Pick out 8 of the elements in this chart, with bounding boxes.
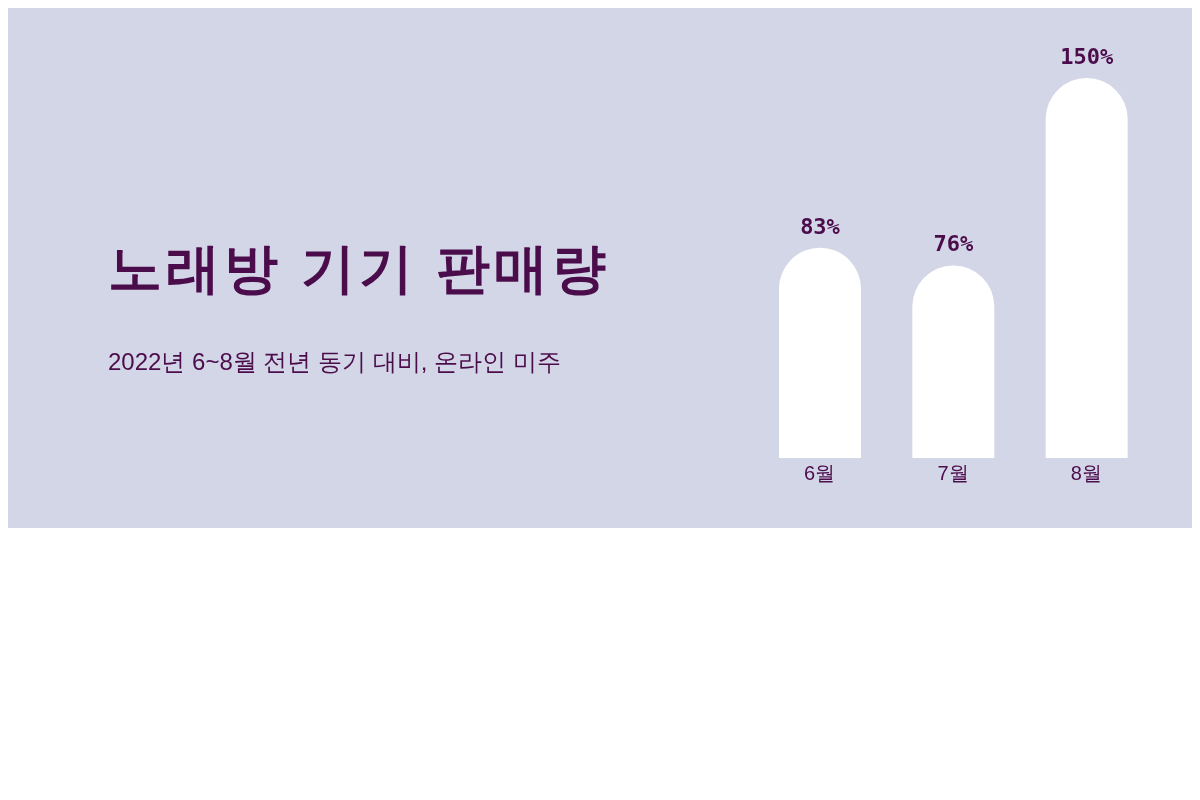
x-tick-label: 6월 (804, 462, 836, 485)
data-label: 76% (933, 231, 974, 257)
text: 노래방 기기 판매량 (108, 237, 611, 300)
data-label: 83% (800, 213, 841, 239)
data-label: 150% (1060, 44, 1114, 69)
x-tick-label: 8월 (1070, 462, 1102, 485)
text: 2022년 6~8월 전년 동기 대비, 온라인 미주 (108, 347, 562, 377)
x-tick-label: 7월 (937, 462, 969, 485)
